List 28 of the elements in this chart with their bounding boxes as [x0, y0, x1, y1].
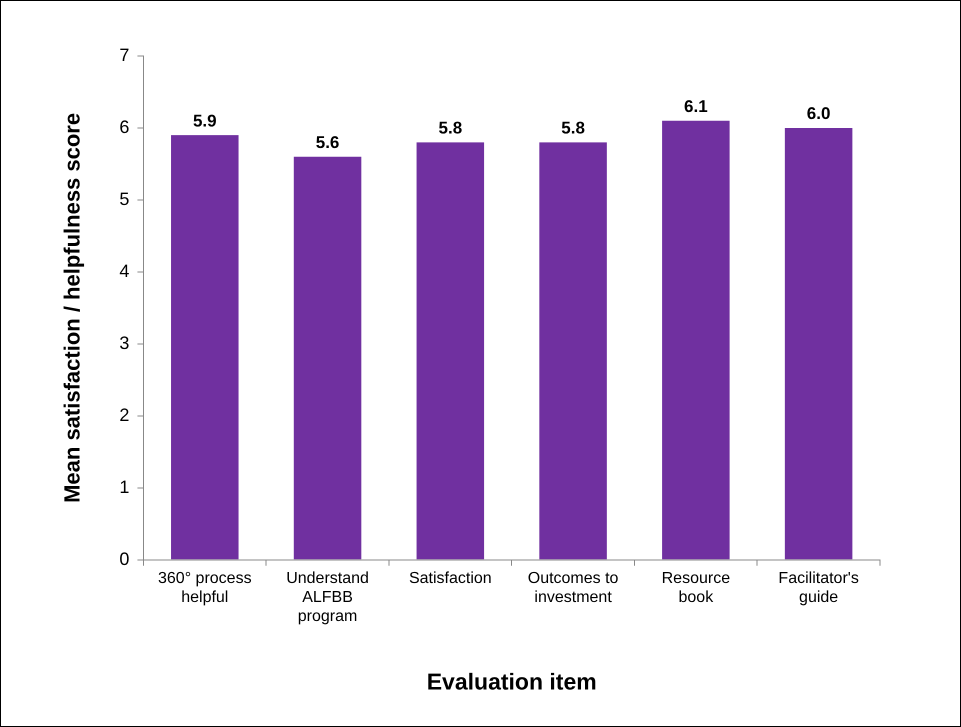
data-label: 6.1: [684, 96, 708, 116]
bar: [539, 142, 607, 560]
y-tick-label: 7: [119, 44, 130, 65]
x-tick-label: Facilitator's guide: [778, 570, 859, 606]
bar: [294, 156, 362, 560]
data-label: 6.0: [806, 104, 830, 124]
bar: [784, 128, 852, 560]
y-tick-label: 1: [119, 476, 130, 497]
x-axis-title: Evaluation item: [426, 668, 597, 695]
y-tick-label: 4: [119, 260, 130, 281]
bar: [662, 120, 730, 560]
y-tick-label: 2: [119, 404, 130, 425]
x-tick-label: 360° process helpful: [158, 570, 252, 606]
x-tick-label: Understand ALFBB program: [286, 570, 369, 626]
y-tick-label: 6: [119, 116, 130, 137]
data-label: 5.8: [561, 118, 585, 138]
data-label: 5.9: [192, 111, 217, 130]
y-axis-title: Mean satisfaction / helpfulness score: [59, 112, 84, 503]
y-tick-label: 3: [119, 332, 130, 353]
x-tick-label: Resource book: [662, 570, 730, 606]
y-tick-label: 0: [119, 548, 130, 569]
y-tick-label: 5: [119, 188, 130, 209]
x-tick-label: Satisfaction: [408, 570, 492, 587]
data-label: 5.6: [316, 132, 340, 152]
bar: [416, 142, 484, 560]
x-tick-label: Outcomes to investment: [528, 570, 619, 606]
bar: [171, 135, 239, 560]
data-label: 5.8: [438, 118, 462, 138]
